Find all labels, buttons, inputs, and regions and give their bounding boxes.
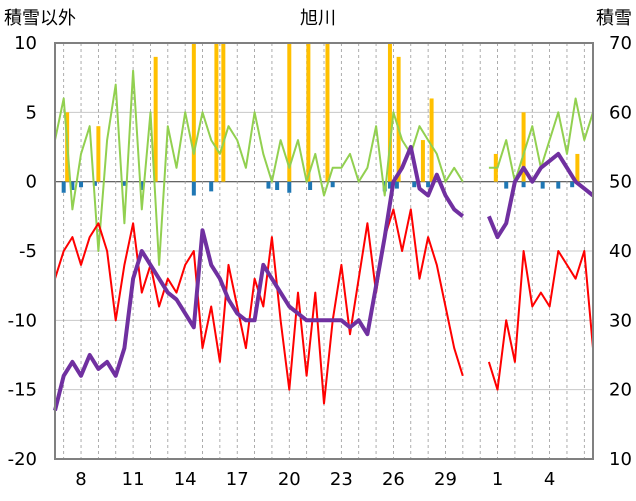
left-tick-label: -20 xyxy=(8,449,37,470)
precipitation-bar xyxy=(61,181,66,193)
left-tick-label: 0 xyxy=(26,172,37,193)
right-tick-label: 70 xyxy=(609,33,632,54)
right-tick-label: 60 xyxy=(609,102,632,123)
precipitation-bar xyxy=(191,181,196,196)
snowfall-bar xyxy=(191,43,196,182)
snowfall-bar xyxy=(521,112,526,182)
precipitation-bar xyxy=(70,181,75,190)
right-tick-label: 10 xyxy=(609,449,632,470)
snowfall-bar xyxy=(153,56,158,182)
right-tick-label: 50 xyxy=(609,172,632,193)
x-tick-label: 8 xyxy=(75,469,86,490)
snowfall-bar xyxy=(214,43,219,182)
right-axis-label: 積雪 xyxy=(596,8,632,29)
left-tick-label: 10 xyxy=(14,33,37,54)
x-tick-label: 23 xyxy=(330,469,353,490)
x-tick-label: 11 xyxy=(122,469,145,490)
left-tick-label: -10 xyxy=(8,310,37,331)
left-tick-label: 5 xyxy=(26,102,37,123)
precipitation-bar xyxy=(387,181,392,189)
x-axis: 8 11 14 17 20 23 26 29 1 4 xyxy=(75,469,555,490)
snowfall-bar xyxy=(96,126,101,182)
snowfall-bar xyxy=(396,56,401,182)
precipitation-bar xyxy=(330,181,335,188)
left-axis: 10 5 0 -5 -10 -15 -20 xyxy=(8,33,37,470)
x-tick-label: 26 xyxy=(382,469,405,490)
snowfall-bar xyxy=(575,153,580,182)
snowfall-bar xyxy=(387,43,392,182)
precipitation-bar xyxy=(540,181,545,189)
precipitation-bar xyxy=(275,181,280,190)
precipitation-bar xyxy=(521,181,526,188)
precipitation-bar xyxy=(122,181,127,186)
precipitation-bar xyxy=(556,181,561,189)
right-tick-label: 40 xyxy=(609,241,632,262)
snowfall-bar xyxy=(287,43,292,182)
left-axis-label: 積雪以外 xyxy=(4,8,76,29)
precipitation-bar xyxy=(504,181,509,189)
precipitation-bar xyxy=(209,181,214,192)
precipitation-bar xyxy=(266,181,271,189)
x-tick-label: 14 xyxy=(174,469,197,490)
right-tick-label: 20 xyxy=(609,380,632,401)
precipitation-bar xyxy=(287,181,292,193)
snowfall-bar xyxy=(221,43,226,182)
snowfall-bar xyxy=(420,140,425,182)
x-tick-label: 20 xyxy=(278,469,301,490)
precipitation-bar xyxy=(79,181,84,188)
x-tick-label: 1 xyxy=(492,469,503,490)
left-tick-label: -15 xyxy=(8,380,37,401)
snow_depth-line xyxy=(53,145,595,411)
precipitation-bar xyxy=(308,181,313,190)
snowfall-bar xyxy=(325,43,330,182)
precipitation-bar xyxy=(394,181,399,189)
x-tick-label: 29 xyxy=(434,469,457,490)
precipitation-bar xyxy=(570,181,575,188)
snowfall-bar xyxy=(306,43,311,182)
snowfall-bar xyxy=(429,98,434,182)
right-axis: 70 60 50 40 30 20 10 xyxy=(609,33,632,470)
precipitation-bar xyxy=(139,181,144,190)
chart-title: 旭川 xyxy=(300,8,336,29)
x-tick-label: 4 xyxy=(544,469,555,490)
line-series xyxy=(53,69,595,411)
left-tick-label: -5 xyxy=(19,241,37,262)
right-tick-label: 30 xyxy=(609,310,632,331)
plot-frame xyxy=(54,42,594,460)
precipitation-bar xyxy=(412,181,417,188)
precipitation-bar xyxy=(426,181,431,188)
x-tick-label: 17 xyxy=(226,469,249,490)
precipitation-bar xyxy=(92,181,97,186)
